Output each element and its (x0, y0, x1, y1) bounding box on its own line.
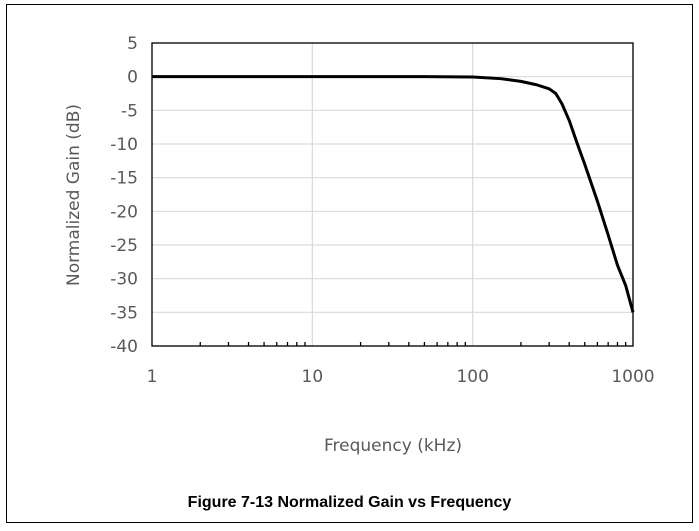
y-tick-labels: 5 0 -5 -10 -15 -20 -25 -30 -35 -40 (110, 34, 138, 357)
series-line-gain (152, 75, 635, 313)
y-tick-label: -20 (110, 202, 138, 222)
x-tick-labels: 1 10 100 1000 (147, 367, 655, 387)
y-tick-label: -10 (110, 135, 138, 155)
y-tick-label: -30 (110, 270, 138, 290)
x-axis-title: Frequency (kHz) (324, 436, 462, 456)
y-axis-title: Normalized Gain (dB) (64, 104, 84, 286)
x-tick-label: 100 (456, 367, 488, 387)
x-tick-label: 1 (147, 367, 158, 387)
y-tick-label: 0 (127, 68, 138, 88)
chart-frame (6, 4, 693, 523)
plot-area-border (151, 42, 634, 347)
figure-caption: Figure 7-13 Normalized Gain vs Frequency (187, 494, 512, 511)
x-tick-label: 1000 (611, 367, 654, 387)
grid-lines (151, 42, 634, 347)
y-tick-label: -35 (110, 303, 138, 323)
y-tick-label: -5 (121, 101, 138, 121)
y-tick-label: -40 (110, 337, 138, 357)
y-tick-label: -15 (110, 169, 138, 189)
x-tick-label: 10 (302, 367, 324, 387)
y-tick-label: 5 (127, 34, 138, 54)
y-tick-label: -25 (110, 236, 138, 256)
x-minor-ticks (199, 342, 627, 346)
